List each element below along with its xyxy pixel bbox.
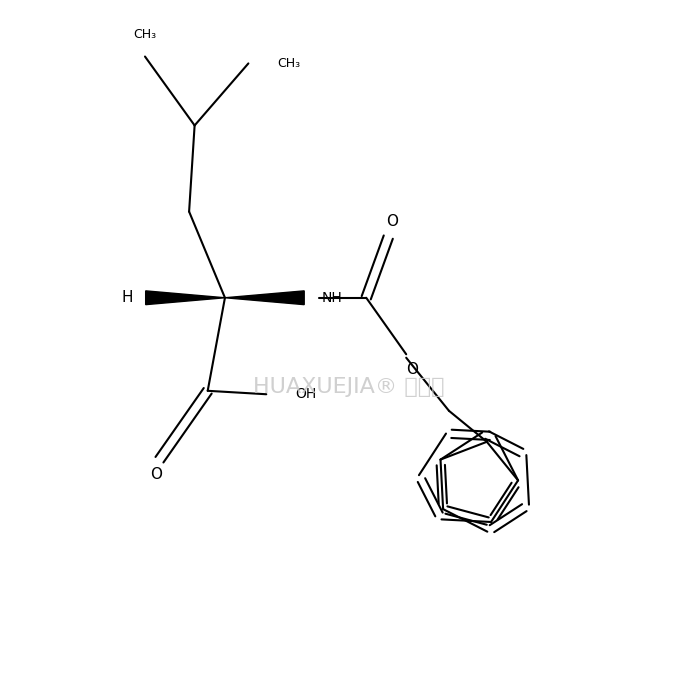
Polygon shape — [225, 291, 304, 304]
Text: NH: NH — [322, 291, 342, 304]
Text: CH₃: CH₃ — [277, 57, 300, 70]
Polygon shape — [146, 291, 225, 304]
Text: O: O — [406, 362, 417, 377]
Text: CH₃: CH₃ — [133, 28, 156, 41]
Text: OH: OH — [295, 388, 316, 401]
Text: O: O — [150, 467, 162, 482]
Text: O: O — [386, 215, 398, 230]
Text: H: H — [121, 290, 133, 305]
Text: HUAXUEJIA® 化学加: HUAXUEJIA® 化学加 — [253, 377, 445, 397]
